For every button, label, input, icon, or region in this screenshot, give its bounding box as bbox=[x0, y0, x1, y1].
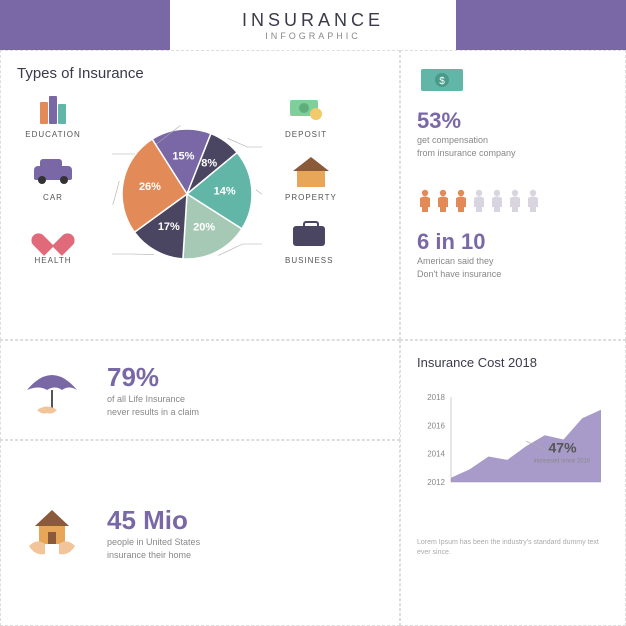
page-subtitle: INFOGRAPHIC bbox=[265, 31, 361, 41]
category-deposit: DEPOSIT bbox=[285, 94, 327, 139]
person-icon bbox=[435, 189, 451, 213]
category-car: CAR bbox=[17, 157, 89, 202]
category-education: EDUCATION bbox=[17, 94, 89, 139]
umbrella-value: 79% bbox=[107, 362, 199, 393]
books-icon bbox=[33, 94, 73, 126]
people-value: 6 in 10 bbox=[417, 229, 609, 255]
types-of-insurance-panel: Types of Insurance EDUCATION bbox=[0, 50, 400, 340]
hands-house-icon bbox=[17, 498, 87, 568]
svg-text:2012: 2012 bbox=[427, 478, 445, 487]
people-icon-row bbox=[417, 189, 609, 221]
person-icon bbox=[489, 189, 505, 213]
heart-icon bbox=[33, 220, 73, 252]
svg-text:47%: 47% bbox=[549, 439, 578, 455]
compensation-stat: $ 53% get compensation from insurance co… bbox=[417, 65, 609, 159]
home-stat-panel: 45 Mio people in United States insurance… bbox=[0, 440, 400, 626]
svg-text:26%: 26% bbox=[139, 181, 161, 193]
home-desc: people in United States insurance their … bbox=[107, 536, 200, 561]
person-icon bbox=[453, 189, 469, 213]
left-category-column: EDUCATION CAR HEALTH bbox=[17, 94, 89, 265]
category-business: BUSINESS bbox=[285, 220, 333, 265]
briefcase-icon bbox=[289, 220, 329, 252]
cost-title: Insurance Cost 2018 bbox=[417, 355, 609, 370]
header: INSURANCE INFOGRAPHIC bbox=[0, 0, 626, 50]
compensation-desc: get compensation from insurance company bbox=[417, 134, 609, 159]
person-icon bbox=[507, 189, 523, 213]
people-desc: American said they Don't have insurance bbox=[417, 255, 609, 280]
compensation-value: 53% bbox=[417, 108, 609, 134]
person-icon bbox=[471, 189, 487, 213]
home-value: 45 Mio bbox=[107, 505, 200, 536]
car-icon bbox=[33, 157, 73, 189]
person-icon bbox=[525, 189, 541, 213]
cost-area-chart: 2012 2014 2016 2018 47% increased since 2010 bbox=[417, 382, 609, 532]
dollar-bill-icon: $ bbox=[417, 65, 467, 95]
person-icon bbox=[417, 189, 433, 213]
pie-chart: 15% 8% 14% 20% 17% 26% bbox=[97, 94, 277, 294]
right-category-column: DEPOSIT PROPERTY BUSINESS bbox=[285, 94, 357, 265]
category-health: HEALTH bbox=[17, 220, 89, 265]
category-property: PROPERTY bbox=[285, 157, 337, 202]
svg-text:17%: 17% bbox=[158, 221, 180, 233]
svg-text:2014: 2014 bbox=[427, 450, 445, 459]
svg-text:increased since 2010: increased since 2010 bbox=[534, 458, 591, 464]
people-stat: 6 in 10 American said they Don't have in… bbox=[417, 189, 609, 280]
page-title: INSURANCE bbox=[242, 10, 384, 31]
umbrella-icon bbox=[17, 355, 87, 425]
house-icon bbox=[291, 157, 331, 189]
svg-text:14%: 14% bbox=[214, 186, 236, 198]
svg-text:15%: 15% bbox=[172, 150, 194, 162]
types-title: Types of Insurance bbox=[17, 65, 383, 82]
umbrella-stat-panel: 79% of all Life Insurance never results … bbox=[0, 340, 400, 440]
svg-text:$: $ bbox=[439, 76, 445, 87]
svg-text:8%: 8% bbox=[201, 158, 217, 170]
cost-lorem: Lorem Ipsum has been the industry's stan… bbox=[417, 538, 609, 558]
umbrella-desc: of all Life Insurance never results in a… bbox=[107, 393, 199, 418]
cost-panel: Insurance Cost 2018 2012 2014 2016 2018 47% … bbox=[400, 340, 626, 626]
svg-text:2016: 2016 bbox=[427, 421, 445, 430]
right-stats-panel: $ 53% get compensation from insurance co… bbox=[400, 50, 626, 340]
money-icon bbox=[286, 94, 326, 126]
svg-text:2018: 2018 bbox=[427, 393, 445, 402]
svg-text:20%: 20% bbox=[193, 222, 215, 234]
